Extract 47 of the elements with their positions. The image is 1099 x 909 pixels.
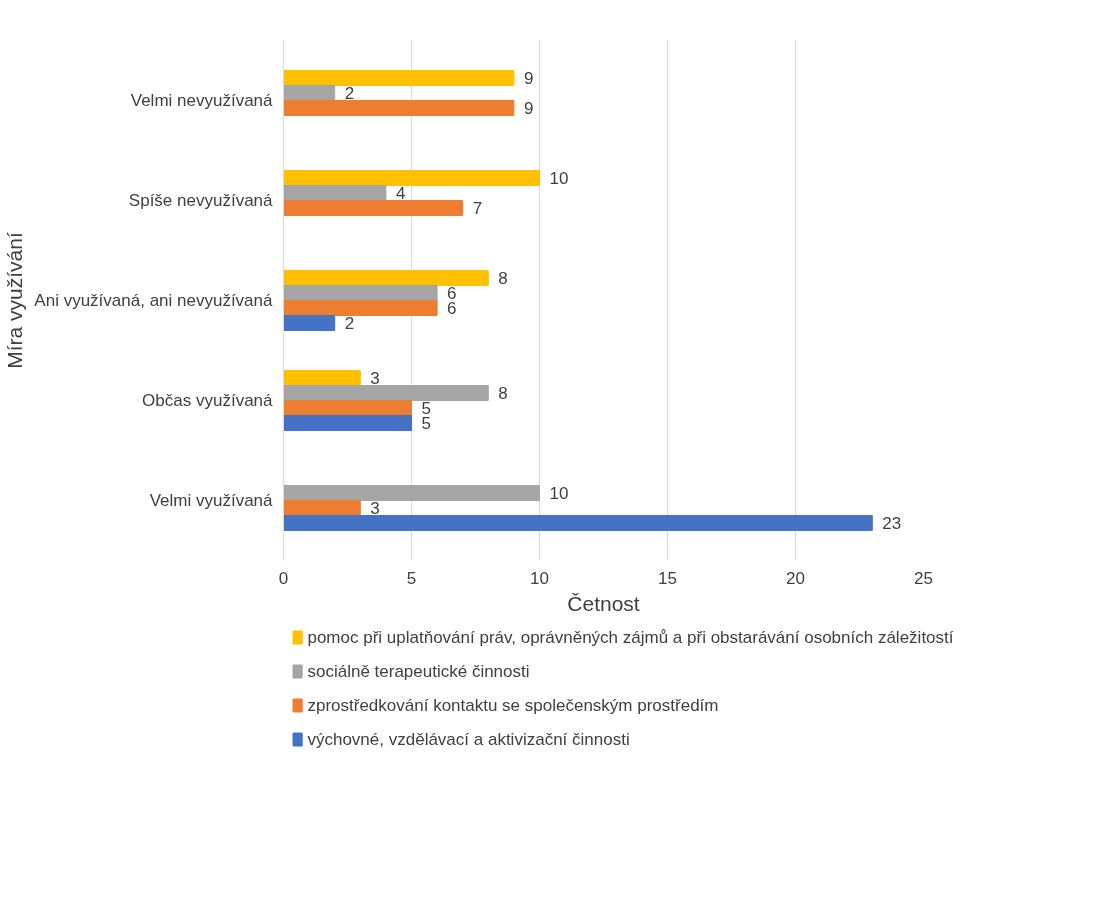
data-label: 7 xyxy=(472,199,483,218)
bar xyxy=(283,200,464,216)
bar xyxy=(283,270,489,286)
data-label: 2 xyxy=(344,84,355,103)
bar xyxy=(283,515,873,531)
x-tick-label: 25 xyxy=(914,568,933,588)
x-tick-label: 5 xyxy=(406,568,417,588)
legend-label: pomoc při uplatňování práv, oprávněných zájmů a při obstarávání osobních záležitostí xyxy=(307,628,954,647)
bar xyxy=(283,500,361,516)
x-tick-label: 0 xyxy=(278,568,289,588)
data-label: 23 xyxy=(882,514,902,533)
bar xyxy=(283,385,489,401)
data-label: 2 xyxy=(344,314,355,333)
bar xyxy=(283,300,438,316)
y-tick-label: Velmi využívaná xyxy=(149,491,274,510)
x-tick-label: 20 xyxy=(786,568,805,588)
y-axis-title: Míra využívání xyxy=(3,232,27,369)
y-tick-label: Spíše nevyužívaná xyxy=(128,191,274,210)
data-label: 3 xyxy=(370,369,380,388)
data-label: 8 xyxy=(498,269,508,288)
legend-label: sociálně terapeutické činnosti xyxy=(307,662,530,681)
bar xyxy=(283,285,438,301)
bar xyxy=(283,315,336,331)
x-axis-title: Četnost xyxy=(567,591,640,615)
data-label: 9 xyxy=(523,69,534,88)
x-tick-label: 10 xyxy=(530,568,549,588)
bar xyxy=(283,70,515,86)
data-label: 9 xyxy=(523,99,534,118)
legend-label: zprostředkování kontaktu se společenským prostředím xyxy=(307,696,719,715)
data-label: 4 xyxy=(395,184,406,203)
legend-label: výchovné, vzdělávací a aktivizační činnosti xyxy=(307,730,630,749)
data-label: 3 xyxy=(370,499,380,518)
y-tick-label: Občas využívaná xyxy=(142,391,274,410)
bar xyxy=(283,415,412,431)
data-label: 8 xyxy=(498,384,508,403)
data-label: 10 xyxy=(549,484,569,503)
bar xyxy=(283,485,540,501)
bar xyxy=(283,400,412,416)
bar xyxy=(283,85,336,101)
bar xyxy=(283,170,540,186)
y-tick-label: Ani využívaná, ani nevyužívaná xyxy=(34,291,274,310)
bar xyxy=(283,370,361,386)
y-tick-label: Velmi nevyužívaná xyxy=(130,91,274,110)
bar xyxy=(283,185,387,201)
x-tick-label: 15 xyxy=(658,568,677,588)
data-label: 10 xyxy=(549,169,569,188)
bar xyxy=(283,100,515,116)
